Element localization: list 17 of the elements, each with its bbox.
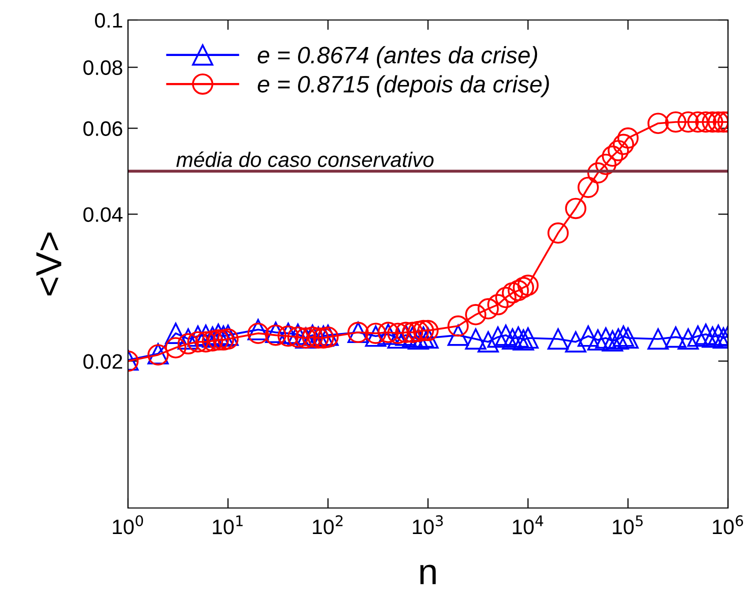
y-axis-title: <V>: [36, 232, 62, 296]
x-tick-label: 10$^{6}$: [712, 515, 744, 534]
x-tick-label: 10$^{0}$: [112, 515, 144, 534]
y-tick-label: 0.08: [83, 60, 122, 76]
ref-line-label: média do caso conservativo: [176, 152, 434, 168]
x-tick-label: 10$^{3}$: [412, 515, 443, 534]
x-tick-label: 10$^{2}$: [312, 515, 343, 534]
y-tick-label: 0.02: [83, 354, 122, 369]
y-tick-label: 0.1: [94, 13, 122, 28]
x-tick-label: 10$^{5}$: [612, 515, 643, 534]
legend-label: e = 0.8715 (depois da crise): [258, 75, 549, 98]
legend-label: e = 0.8674 (antes da crise): [258, 46, 538, 68]
y-tick-label: 0.04: [83, 207, 123, 222]
x-tick-label: 10$^{4}$: [512, 515, 544, 534]
x-tick-label: 10$^{1}$: [212, 515, 243, 534]
x-axis-title: n: [420, 564, 436, 584]
y-tick-label: 0.06: [83, 121, 122, 136]
